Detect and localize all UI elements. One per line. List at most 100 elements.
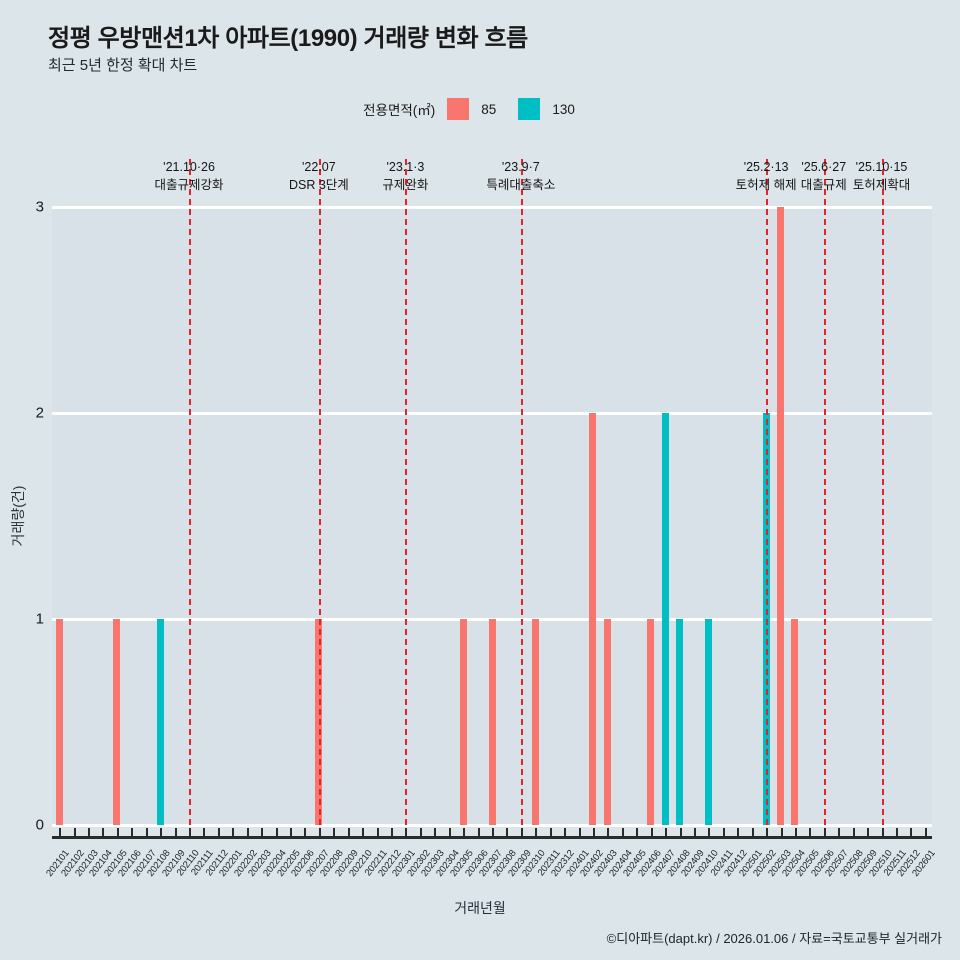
- event-line: [405, 159, 408, 825]
- x-tick: [290, 828, 293, 837]
- x-tick: [203, 828, 206, 837]
- event-name: 규제완화: [382, 178, 429, 193]
- x-tick: [838, 828, 841, 837]
- bar[interactable]: [55, 619, 63, 825]
- x-tick: [477, 828, 480, 837]
- bar[interactable]: [777, 207, 785, 825]
- event-line: [189, 159, 192, 825]
- y-axis-title: 거래량(건): [10, 485, 26, 547]
- event-name: 특례대출축소: [486, 178, 556, 193]
- x-tick: [867, 828, 870, 837]
- plot-area: [52, 159, 932, 827]
- y-tick-label: 1: [35, 610, 44, 628]
- event-label: '25.10·15 토허제확대: [853, 158, 911, 194]
- event-label: '21.10·26 대출규제강화: [155, 158, 224, 194]
- x-tick: [809, 828, 812, 837]
- x-tick: [160, 828, 163, 837]
- event-label: '25.2·13 토허제 해제: [736, 158, 797, 194]
- x-tick: [881, 828, 884, 837]
- bar[interactable]: [531, 619, 539, 825]
- bar[interactable]: [676, 619, 684, 825]
- x-tick: [607, 828, 610, 837]
- x-tick: [794, 828, 797, 837]
- y-tick-label: 0: [35, 816, 44, 834]
- x-tick: [636, 828, 639, 837]
- bar[interactable]: [661, 413, 669, 825]
- event-date: '23.9·7: [501, 160, 540, 174]
- x-tick: [665, 828, 668, 837]
- x-tick: [852, 828, 855, 837]
- event-date: '25.2·13: [743, 160, 789, 174]
- event-line: [766, 159, 769, 825]
- x-tick: [722, 828, 725, 837]
- x-tick: [347, 828, 350, 837]
- x-axis: 202101 202102 202103 202104 202105 202106 2021…: [44, 828, 937, 879]
- x-tick: [549, 828, 552, 837]
- x-tick: [131, 828, 134, 837]
- event-date: '22.07: [302, 160, 336, 174]
- x-tick: [318, 828, 321, 837]
- gridline: [52, 411, 932, 415]
- x-tick: [492, 828, 494, 837]
- event-line: [881, 159, 884, 825]
- legend-swatch-85: [447, 98, 470, 120]
- x-tick: [520, 828, 523, 837]
- bar[interactable]: [704, 619, 712, 825]
- event-label: '23.1·3 규제완화: [382, 158, 428, 194]
- legend-item-130[interactable]: 130: [518, 98, 575, 120]
- bar[interactable]: [113, 619, 121, 825]
- event-date: '21.10·26: [163, 160, 215, 174]
- x-tick: [174, 828, 177, 837]
- x-tick: [275, 828, 278, 837]
- x-tick: [621, 828, 624, 837]
- y-tick-label: 3: [35, 198, 44, 216]
- footer-credit: ©디아파트(dapt.kr) / 2026.01.06 / 자료=국토교통부 실…: [606, 931, 942, 946]
- x-tick: [535, 828, 538, 837]
- chart-subtitle: 최근 5년 한정 확대 차트: [48, 57, 198, 74]
- y-tick-label: 2: [35, 404, 44, 422]
- legend-item-85[interactable]: 85: [447, 98, 496, 120]
- event-label: '23.9·7 특례대출축소: [486, 158, 555, 194]
- x-tick: [232, 828, 235, 837]
- legend-label-85: 85: [481, 101, 497, 117]
- bar[interactable]: [603, 619, 611, 825]
- bar[interactable]: [791, 619, 799, 825]
- x-tick: [895, 828, 898, 837]
- x-tick: [592, 828, 595, 837]
- x-tick: [189, 828, 192, 837]
- bar[interactable]: [459, 619, 467, 825]
- x-tick: [73, 828, 76, 837]
- x-tick: [650, 828, 653, 837]
- bar[interactable]: [156, 619, 164, 825]
- x-tick: [102, 828, 105, 837]
- event-name: DSR 3단계: [288, 178, 349, 193]
- x-tick: [304, 828, 307, 837]
- x-tick: [780, 828, 783, 837]
- event-line: [823, 159, 826, 825]
- x-tick: [333, 828, 336, 837]
- x-tick: [737, 828, 740, 837]
- event-name: 토허제확대: [852, 178, 911, 193]
- legend-label-130: 130: [552, 101, 575, 117]
- x-tick: [405, 828, 408, 837]
- x-tick: [145, 828, 148, 837]
- x-tick: [924, 828, 927, 837]
- gridline: [52, 823, 932, 827]
- chart-legend: 전용면적(㎡) 85 130: [0, 98, 960, 120]
- x-tick: [693, 828, 696, 837]
- event-date: '25.6·27: [801, 160, 847, 174]
- x-tick: [910, 828, 913, 837]
- x-tick: [463, 828, 466, 837]
- x-tick: [766, 828, 769, 837]
- x-tick: [391, 828, 394, 837]
- event-label: '22.07 DSR 3단계: [289, 158, 349, 194]
- event-name: 대출규제강화: [154, 178, 224, 193]
- bar[interactable]: [488, 619, 496, 825]
- x-axis-title: 거래년월: [454, 900, 506, 916]
- bar[interactable]: [589, 413, 597, 825]
- legend-title: 전용면적(㎡): [363, 103, 436, 118]
- x-tick: [564, 828, 567, 837]
- x-tick: [578, 828, 581, 837]
- bar[interactable]: [647, 619, 655, 825]
- event-line: [318, 159, 321, 825]
